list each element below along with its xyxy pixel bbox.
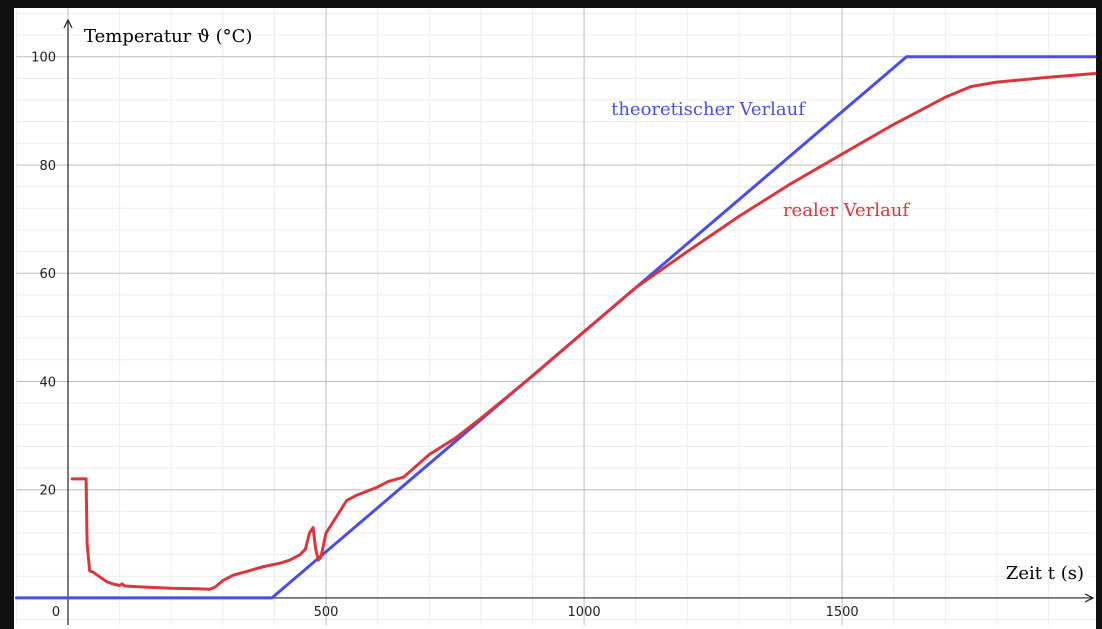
x-axis-label: Zeit t (s) xyxy=(1006,563,1084,584)
plot-background xyxy=(14,8,1096,629)
y-tick-label: 60 xyxy=(39,267,56,282)
y-axis-arrow xyxy=(63,18,73,29)
series-annotation: theoretischer Verlauf xyxy=(611,99,806,120)
series-annotation: realer Verlauf xyxy=(783,200,910,221)
x-tick-label: 0 xyxy=(52,605,60,620)
x-axis-arrow xyxy=(1084,593,1095,603)
x-tick-label: 1000 xyxy=(568,605,601,620)
y-tick-label: 80 xyxy=(39,159,56,174)
y-tick-label: 20 xyxy=(39,484,56,499)
y-tick-label: 100 xyxy=(31,51,56,66)
series-line xyxy=(70,72,1097,591)
x-tick-label: 500 xyxy=(314,605,339,620)
y-tick-label: 40 xyxy=(39,375,56,390)
y-axis-label: Temperatur ϑ (°C) xyxy=(84,26,252,47)
x-tick-label: 1500 xyxy=(826,605,859,620)
